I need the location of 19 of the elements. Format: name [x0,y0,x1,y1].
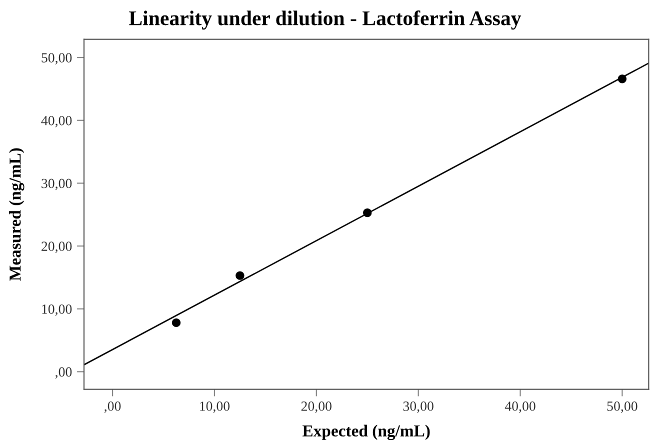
y-tick-label: 50,00 [42,53,72,64]
y-tick-label: 30,00 [42,178,72,190]
x-tick-label: 20,00 [301,402,332,413]
y-tick-label: 40,00 [41,116,72,128]
x-axis-title: Expected (ng/mL) [302,424,430,440]
chart-title: Linearity under dilution - Lactoferrin Assay [129,10,522,30]
y-tick-label: 20,00 [42,242,72,253]
point [236,271,244,280]
x-tick-label: 30,00 [403,402,434,413]
point [363,208,372,218]
x-tick-label: ,00 [104,402,121,413]
x-tick-label: 40,00 [504,402,536,413]
point [172,318,181,328]
point [618,74,627,84]
y-tick-label: 10,00 [42,304,72,316]
y-tick-label: ,00 [55,367,72,379]
y-axis-title: Measured (ng/mL) [9,148,24,281]
x-tick-label: 10,00 [200,402,230,413]
x-tick-label: 50,00 [607,402,638,413]
